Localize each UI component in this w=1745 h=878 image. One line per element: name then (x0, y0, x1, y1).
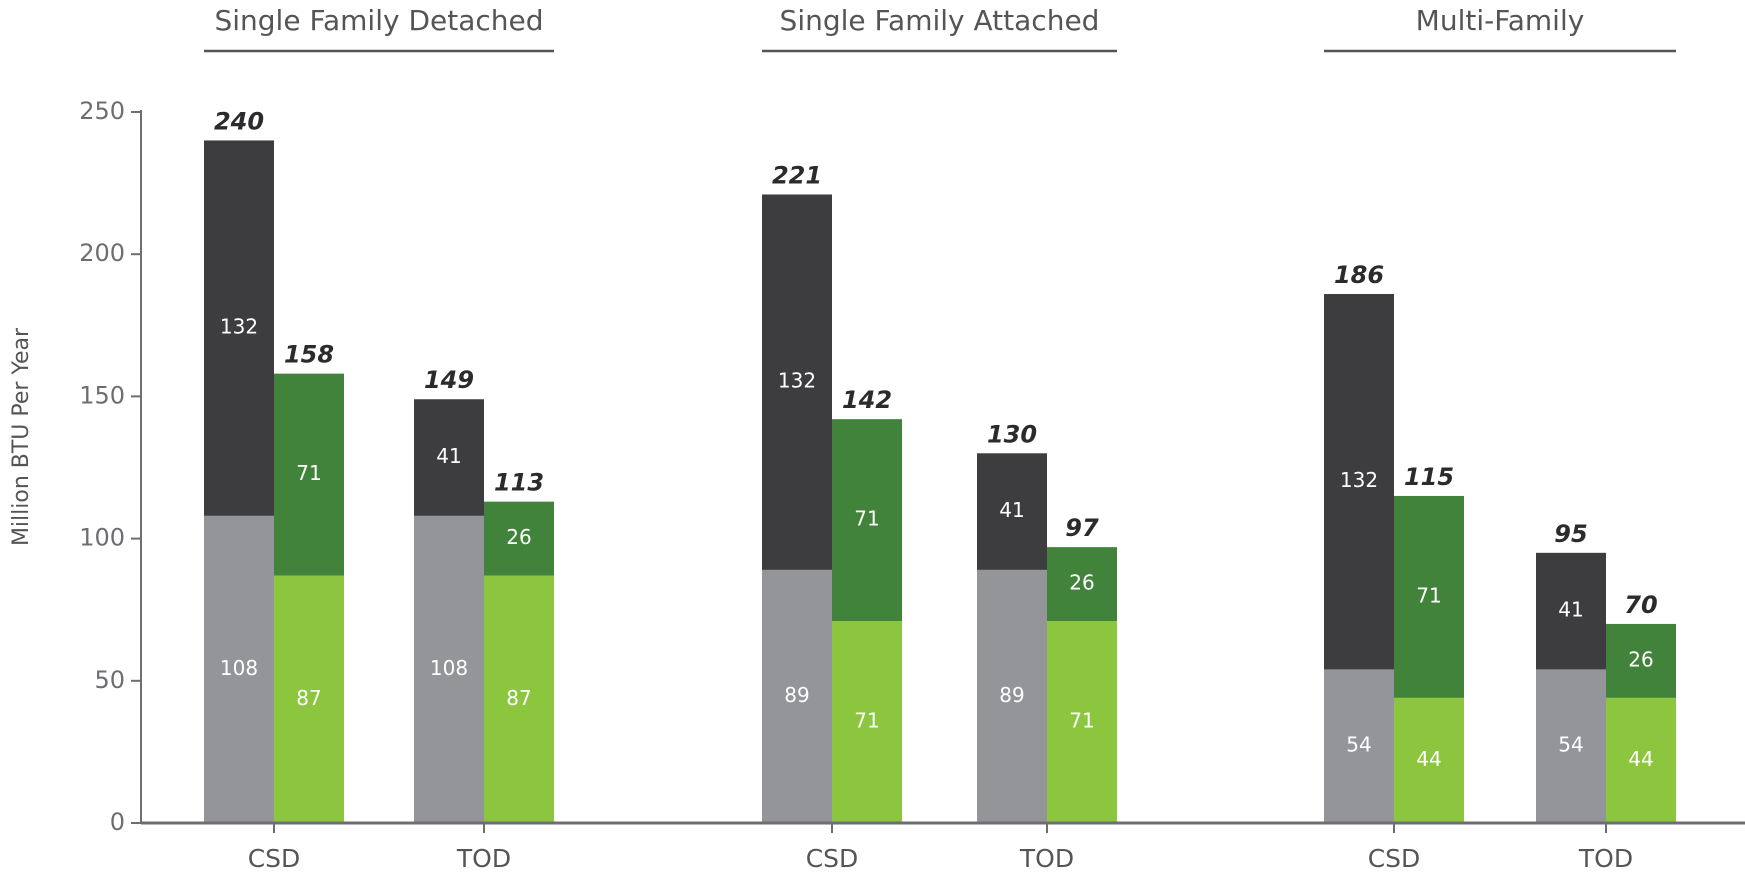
bar-segment (274, 373, 344, 576)
x-tick-label: TOD (1578, 844, 1633, 873)
bar-segment (414, 515, 484, 823)
segment-label: 89 (784, 683, 809, 707)
bar-segment (484, 575, 554, 823)
x-tick-label: TOD (456, 844, 511, 873)
segment-label: 44 (1628, 747, 1653, 771)
segment-label: 108 (430, 656, 468, 680)
segment-label: 41 (436, 444, 461, 468)
x-tick-label: TOD (1019, 844, 1074, 873)
segment-label: 44 (1416, 747, 1441, 771)
total-label: 130 (987, 420, 1037, 448)
total-label: 240 (214, 107, 264, 135)
bar-segment (1394, 697, 1464, 823)
total-label: 142 (842, 386, 892, 414)
segment-label: 54 (1558, 733, 1583, 757)
segment-label: 71 (1416, 583, 1441, 607)
segment-label: 41 (1558, 598, 1583, 622)
segment-label: 87 (296, 686, 321, 710)
y-axis-title: Million BTU Per Year (9, 327, 34, 546)
bar-segment (204, 140, 274, 516)
total-label: 149 (424, 366, 474, 394)
bar-segment (1047, 547, 1117, 622)
y-tick-label: 200 (79, 239, 125, 267)
segment-label: 26 (506, 525, 531, 549)
segment-label: 71 (1069, 709, 1094, 733)
y-tick-label: 50 (94, 666, 125, 694)
y-tick-label: 150 (79, 381, 125, 409)
bar-segment (484, 501, 554, 576)
group-title: Single Family Detached (214, 4, 543, 37)
bar-segment (1324, 669, 1394, 823)
group-title: Multi-Family (1416, 4, 1585, 37)
bar-segment (1324, 294, 1394, 670)
segment-label: 132 (778, 369, 816, 393)
segment-label: 26 (1069, 571, 1094, 595)
total-label: 186 (1334, 261, 1384, 289)
bar-segment (762, 194, 832, 570)
bar-segment (1606, 623, 1676, 698)
total-label: 115 (1404, 463, 1454, 491)
bar-segment (832, 419, 902, 622)
bar-segment (977, 453, 1047, 570)
bar-segment (274, 575, 344, 823)
bar-segment (414, 399, 484, 516)
bar-segment (1394, 495, 1464, 698)
segment-label: 71 (854, 507, 879, 531)
segment-label: 54 (1346, 733, 1371, 757)
bar-segment (1047, 621, 1117, 823)
segment-label: 132 (1340, 468, 1378, 492)
total-label: 113 (494, 469, 544, 497)
segment-label: 87 (506, 686, 531, 710)
y-tick-label: 0 (110, 808, 125, 836)
bar-segment (762, 569, 832, 823)
bar-segment (1536, 669, 1606, 823)
y-tick-label: 250 (79, 97, 125, 125)
x-tick-label: CSD (806, 844, 859, 873)
segment-label: 26 (1628, 647, 1653, 671)
segment-label: 132 (220, 315, 258, 339)
x-tick-label: CSD (1368, 844, 1421, 873)
bar-segment (977, 569, 1047, 823)
total-label: 70 (1624, 591, 1657, 619)
bar-segment (204, 515, 274, 823)
total-label: 95 (1554, 520, 1587, 548)
bar-segment (1536, 552, 1606, 670)
segment-label: 108 (220, 656, 258, 680)
y-tick-label: 100 (79, 524, 125, 552)
segment-label: 71 (854, 709, 879, 733)
bar-segment (832, 621, 902, 823)
bar-segment (1606, 697, 1676, 823)
x-tick-label: CSD (248, 844, 301, 873)
group-title: Single Family Attached (780, 4, 1100, 37)
segment-label: 71 (296, 461, 321, 485)
total-label: 97 (1065, 514, 1099, 542)
segment-label: 41 (999, 498, 1024, 522)
segment-label: 89 (999, 683, 1024, 707)
total-label: 221 (772, 161, 822, 189)
total-label: 158 (284, 341, 334, 369)
